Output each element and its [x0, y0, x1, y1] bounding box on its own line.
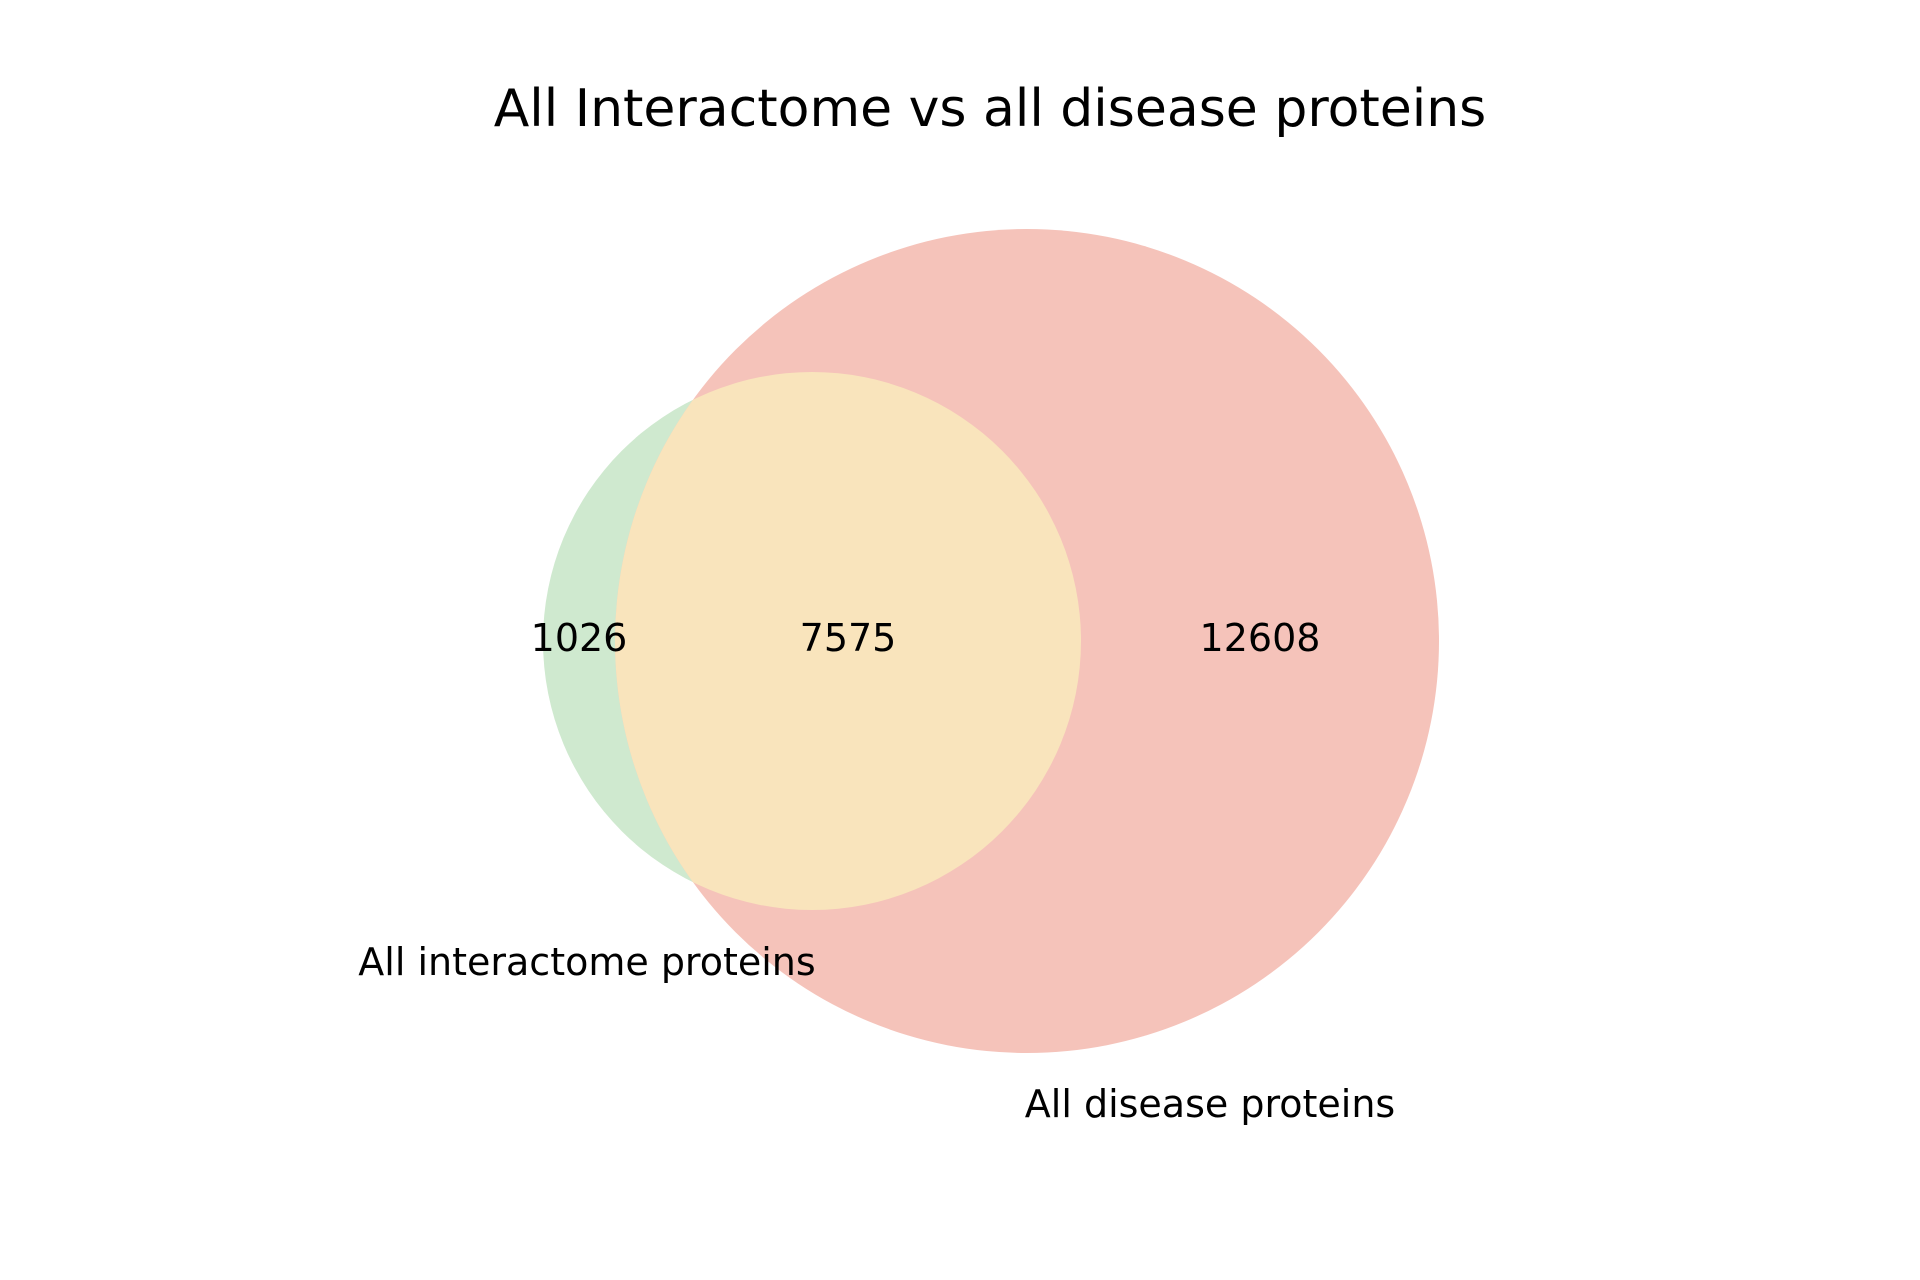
region-value-overlap: 7575 [800, 616, 897, 660]
region-value-interactome-only: 1026 [531, 616, 628, 660]
overlap-region [615, 372, 1081, 910]
chart-title: All Interactome vs all disease proteins [494, 79, 1487, 139]
region-value-disease-only: 12608 [1200, 616, 1321, 660]
set-label-disease: All disease proteins [1025, 1082, 1395, 1126]
set-label-interactome: All interactome proteins [358, 940, 815, 984]
